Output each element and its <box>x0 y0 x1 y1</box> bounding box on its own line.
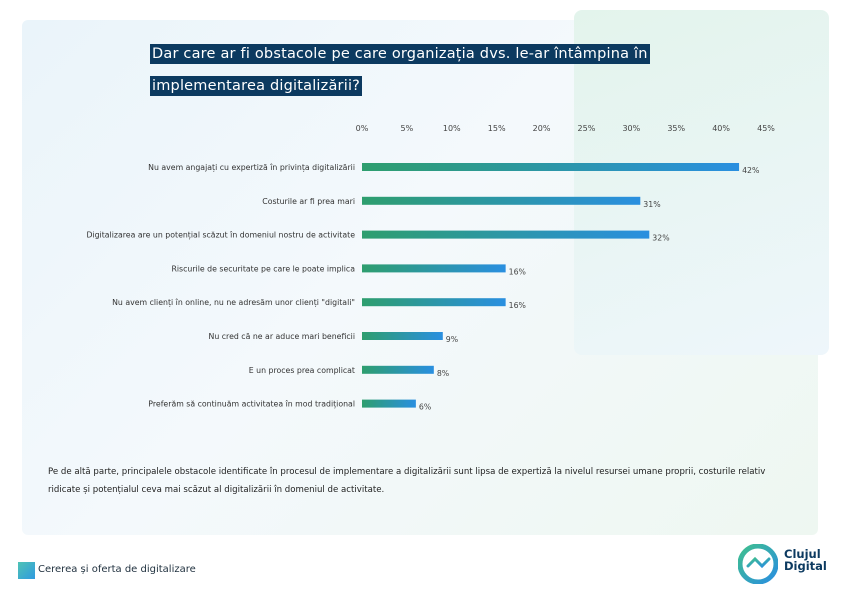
bar <box>362 196 641 205</box>
logo-text-line-1: Clujul <box>784 547 821 561</box>
x-tick-label: 0% <box>356 124 369 133</box>
bar <box>362 365 434 374</box>
data-label: 42% <box>742 166 759 175</box>
x-tick-label: 30% <box>622 124 640 133</box>
data-label: 6% <box>419 403 431 412</box>
background-accent <box>574 10 829 355</box>
bar <box>362 163 740 171</box>
logo-text: Clujul Digital <box>784 548 827 572</box>
x-tick-label: 45% <box>757 124 775 133</box>
category-label: Riscurile de securitate pe care le poate… <box>171 264 355 273</box>
category-label: Costurile ar fi prea mari <box>262 197 355 206</box>
category-label: Nu avem angajați cu expertiză în privinț… <box>148 163 355 173</box>
x-tick-label: 35% <box>667 124 685 133</box>
footer-color-swatch <box>18 562 35 579</box>
x-tick-label: 5% <box>401 124 414 133</box>
data-label: 16% <box>509 301 526 310</box>
data-label: 16% <box>509 267 526 276</box>
x-tick-label: 20% <box>533 124 551 133</box>
bar <box>362 332 443 340</box>
data-label: 8% <box>437 369 449 378</box>
data-label: 32% <box>652 234 669 243</box>
bar <box>362 230 650 239</box>
x-tick-label: 10% <box>443 124 461 133</box>
description-text: Pe de altă parte, principalele obstacole… <box>48 467 766 495</box>
footer-label: Cererea și oferta de digitalizare <box>38 564 196 575</box>
clujul-digital-logo-icon <box>738 544 778 584</box>
x-tick-label: 40% <box>712 124 730 133</box>
chart-title-line-1: Dar care ar fi obstacole pe care organiz… <box>150 44 650 64</box>
bar-chart: 0% 5% 10% 15% 20% 25% 30% 35% 40% 45% Nu avem ang… <box>86 124 775 412</box>
data-label: 9% <box>446 335 458 344</box>
category-label: Nu cred că ne ar aduce mari beneficii <box>209 332 356 341</box>
category-label: Preferăm să continuăm activitatea în mod… <box>148 400 355 410</box>
x-tick-label: 15% <box>488 124 506 133</box>
data-label: 31% <box>643 200 660 209</box>
category-label: E un proces prea complicat <box>249 366 355 375</box>
bar <box>362 298 506 307</box>
category-label: Nu avem clienți în online, nu ne adresăm… <box>112 298 355 308</box>
x-tick-label: 25% <box>578 124 596 133</box>
bar <box>362 264 506 273</box>
chart-title-line-2: implementarea digitalizării? <box>150 76 363 96</box>
category-label: Digitalizarea are un potențial scăzut în… <box>86 231 355 241</box>
bar <box>362 399 416 408</box>
logo-text-line-2: Digital <box>784 559 827 573</box>
